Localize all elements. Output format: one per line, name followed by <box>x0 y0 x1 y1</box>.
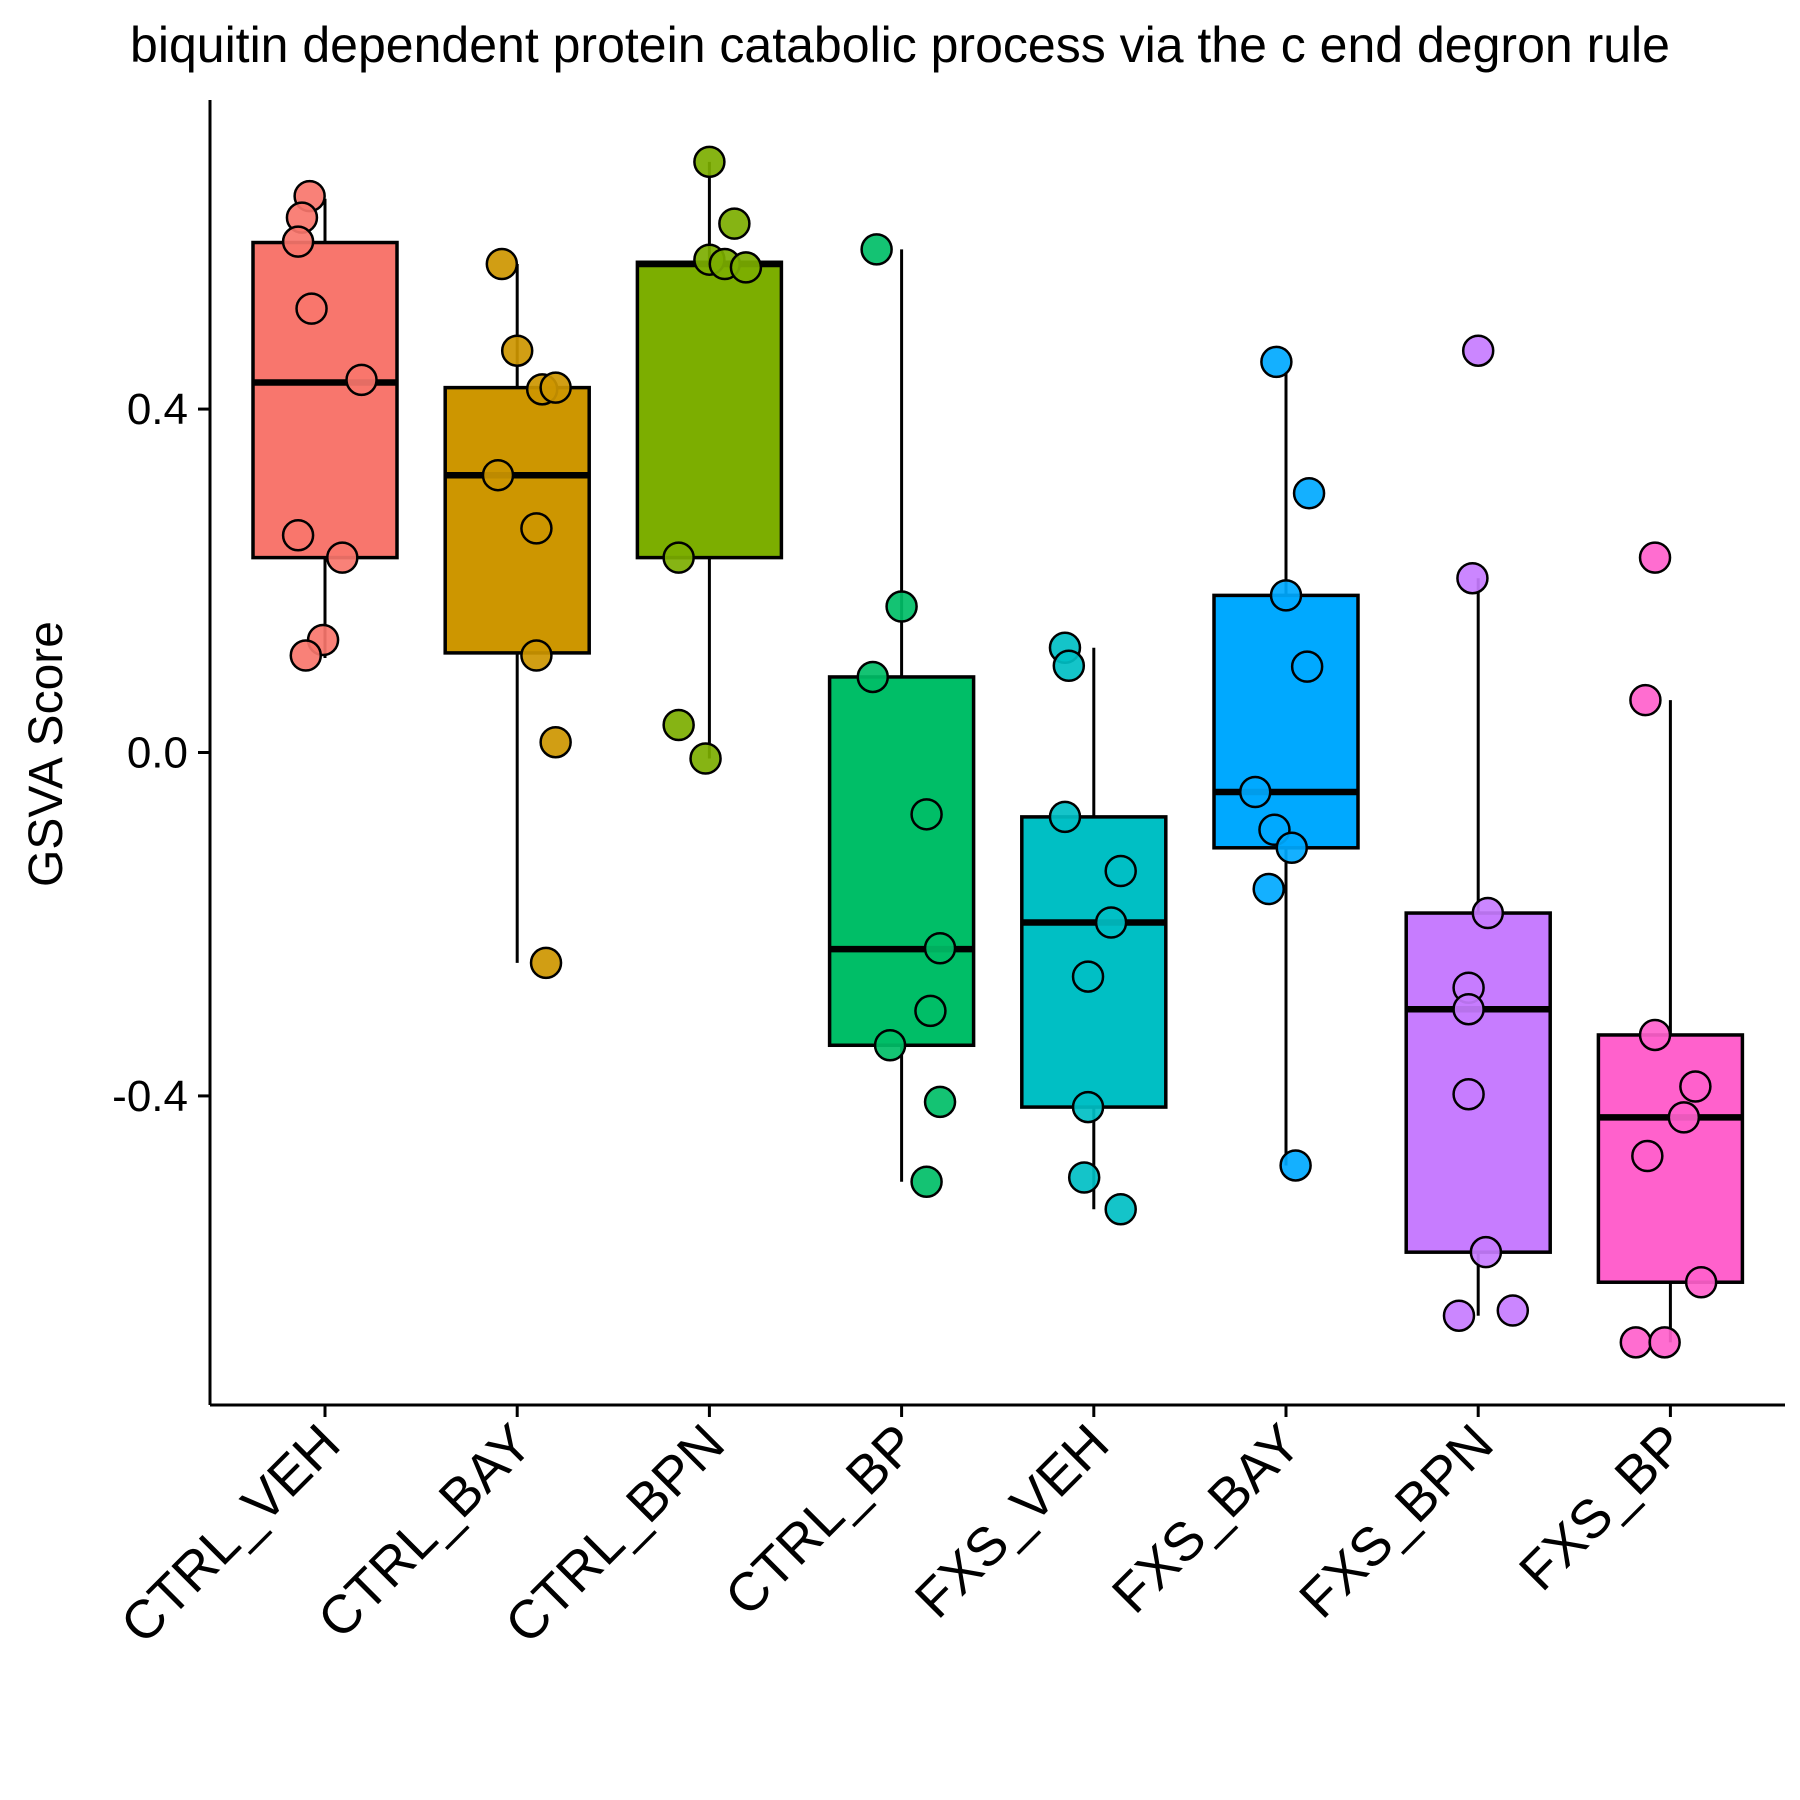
data-point <box>1052 649 1086 683</box>
data-point <box>1471 896 1505 930</box>
box-group-fxs-veh <box>1020 631 1168 1226</box>
box-group-fxs-bay <box>1212 345 1360 1182</box>
data-point <box>539 371 572 404</box>
data-point <box>1679 1070 1712 1103</box>
box-group-ctrl-bpn <box>635 145 784 775</box>
data-point <box>662 708 695 742</box>
box-group-ctrl-bay <box>443 247 591 980</box>
box-group-fxs-bpn <box>1404 334 1552 1332</box>
data-point <box>1071 1090 1105 1124</box>
data-point <box>1667 1101 1701 1134</box>
data-point <box>520 512 553 545</box>
data-point <box>1048 800 1082 834</box>
data-point <box>1260 345 1293 379</box>
data-point <box>1638 1018 1672 1052</box>
data-point <box>345 363 378 397</box>
plot-area: 0.40.0-0.4CTRL_VEHCTRL_BAYCTRL_BPNCTRL_B… <box>110 100 1785 1655</box>
data-point <box>1269 579 1303 612</box>
data-point <box>1469 1235 1503 1269</box>
data-point <box>885 590 918 623</box>
box-group-fxs-bp <box>1596 541 1745 1359</box>
data-point <box>1456 561 1489 595</box>
data-point <box>1067 1161 1101 1194</box>
data-point <box>529 946 563 980</box>
data-point <box>914 994 947 1028</box>
data-point <box>689 742 722 775</box>
x-tick-label: FXS_BAY <box>1101 1413 1313 1625</box>
data-point <box>1290 650 1324 683</box>
data-point <box>693 145 726 179</box>
chart-title: biquitin dependent protein catabolic pro… <box>130 17 1670 73</box>
data-point <box>1442 1299 1476 1332</box>
data-point <box>520 639 553 672</box>
data-point <box>1496 1294 1530 1327</box>
data-point <box>1275 831 1309 865</box>
box-body <box>827 675 976 1048</box>
x-tick-label: FXS_BP <box>1508 1413 1697 1602</box>
data-point <box>1292 476 1326 510</box>
data-point <box>1279 1149 1312 1182</box>
y-axis-label: GSVA Score <box>20 621 73 887</box>
box-group-ctrl-veh <box>251 179 399 672</box>
data-point <box>500 334 534 367</box>
x-tick-label: FXS_VEH <box>904 1413 1120 1629</box>
data-point <box>923 1085 957 1119</box>
y-tick-label: -0.4 <box>112 1072 188 1121</box>
data-point <box>281 225 315 258</box>
data-point <box>1638 541 1672 574</box>
x-tick-label: CTRL_VEH <box>110 1413 352 1655</box>
data-point <box>1252 872 1285 906</box>
data-point <box>718 207 751 240</box>
data-point <box>1104 1193 1137 1226</box>
box-body <box>1212 593 1360 850</box>
y-tick-label: 0.0 <box>127 729 188 778</box>
data-point <box>1631 1139 1664 1173</box>
box-group-ctrl-bp <box>827 233 976 1199</box>
data-point <box>729 251 763 284</box>
data-point <box>1461 334 1495 367</box>
data-point <box>1071 960 1105 993</box>
data-point <box>910 798 943 831</box>
data-point <box>1452 1077 1485 1111</box>
box-body <box>251 240 399 560</box>
data-point <box>1094 906 1128 939</box>
data-point <box>481 458 515 492</box>
data-point <box>856 660 890 694</box>
data-point <box>281 519 315 552</box>
data-point <box>662 541 695 574</box>
x-tick-label: FXS_BPN <box>1288 1413 1504 1629</box>
data-point <box>295 292 328 325</box>
data-point <box>1629 683 1662 717</box>
data-point <box>289 639 323 672</box>
data-point <box>923 932 957 965</box>
data-point <box>1684 1265 1718 1299</box>
box-body <box>635 260 784 560</box>
data-point <box>1452 992 1485 1026</box>
data-point <box>910 1165 943 1199</box>
data-point <box>1238 775 1272 809</box>
data-point <box>1619 1326 1653 1359</box>
data-point <box>860 233 893 266</box>
data-point <box>326 541 359 574</box>
y-tick-label: 0.4 <box>127 385 188 434</box>
box-body <box>1596 1033 1745 1284</box>
x-tick-label: CTRL_BP <box>714 1413 928 1627</box>
data-point <box>485 247 519 281</box>
data-point <box>1648 1326 1681 1359</box>
data-point <box>873 1029 907 1062</box>
data-point <box>539 725 572 759</box>
box-body <box>443 385 591 655</box>
data-point <box>1104 854 1137 888</box>
